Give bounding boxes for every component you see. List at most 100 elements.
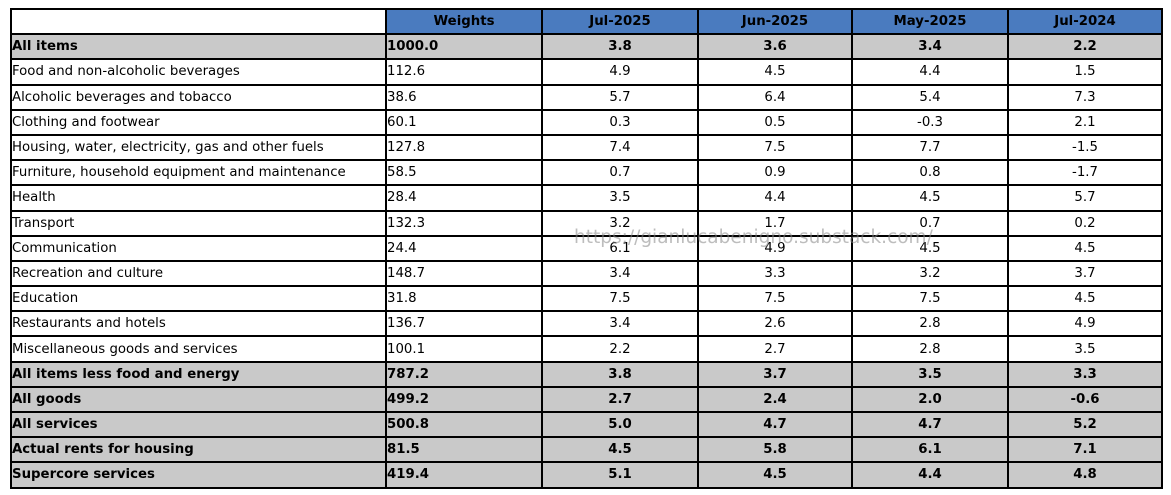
value-cell: 5.1 (541, 461, 699, 489)
table-row: Furniture, household equipment and maint… (10, 159, 1163, 187)
value-cell: 4.5 (697, 58, 853, 86)
row-label-cell: Communication (10, 234, 387, 262)
row-label-cell: Food and non-alcoholic beverages (10, 58, 387, 86)
column-header-jul-2025: Jul-2025 (541, 7, 699, 36)
value-cell: 4.5 (541, 436, 699, 464)
value-cell: 2.6 (697, 310, 853, 338)
value-cell: 7.5 (697, 133, 853, 162)
value-cell: 6.1 (851, 436, 1009, 464)
column-header-jul-2024: Jul-2024 (1007, 7, 1163, 36)
value-cell: 3.2 (541, 209, 699, 237)
value-cell: 3.7 (1007, 259, 1163, 288)
weight-cell: 419.4 (385, 461, 543, 489)
table-row: All goods 499.2 2.7 2.4 2.0 -0.6 (10, 385, 1163, 414)
column-header-weights: Weights (385, 7, 543, 36)
value-cell: 0.5 (697, 108, 853, 136)
weight-cell: 112.6 (385, 58, 543, 86)
value-cell: 7.5 (851, 285, 1009, 313)
weight-cell: 38.6 (385, 83, 543, 111)
value-cell: 4.5 (851, 234, 1009, 262)
value-cell: 7.5 (697, 285, 853, 313)
value-cell: 4.5 (697, 461, 853, 489)
value-cell: 1.5 (1007, 58, 1163, 86)
value-cell: 4.9 (541, 58, 699, 86)
column-header-may-2025: May-2025 (851, 7, 1009, 36)
row-label-cell: Actual rents for housing (10, 436, 387, 464)
table-row: Miscellaneous goods and services 100.1 2.2… (10, 335, 1163, 363)
value-cell: 3.8 (541, 360, 699, 388)
value-cell: 4.5 (851, 184, 1009, 212)
corner-blank-cell (10, 7, 387, 36)
value-cell: -0.3 (851, 108, 1009, 136)
value-cell: 2.7 (541, 385, 699, 414)
value-cell: 0.7 (541, 159, 699, 187)
weight-cell: 787.2 (385, 360, 543, 388)
table-row: Health 28.4 3.5 4.4 4.5 5.7 (10, 184, 1163, 212)
value-cell: 3.3 (697, 259, 853, 288)
value-cell: 0.2 (1007, 209, 1163, 237)
value-cell: 2.0 (851, 385, 1009, 414)
value-cell: 7.4 (541, 133, 699, 162)
table-row: Education 31.8 7.5 7.5 7.5 4.5 (10, 285, 1163, 313)
weight-cell: 127.8 (385, 133, 543, 162)
value-cell: 0.7 (851, 209, 1009, 237)
weight-cell: 136.7 (385, 310, 543, 338)
value-cell: 4.7 (697, 410, 853, 439)
row-label-cell: Supercore services (10, 461, 387, 489)
value-cell: 2.8 (851, 310, 1009, 338)
value-cell: 5.7 (1007, 184, 1163, 212)
table-row: All services 500.8 5.0 4.7 4.7 5.2 (10, 410, 1163, 439)
weight-cell: 58.5 (385, 159, 543, 187)
value-cell: 2.2 (1007, 33, 1163, 61)
weight-cell: 60.1 (385, 108, 543, 136)
value-cell: 4.4 (851, 461, 1009, 489)
value-cell: 5.2 (1007, 410, 1163, 439)
table-row: All items less food and energy 787.2 3.8 3.… (10, 360, 1163, 388)
value-cell: 4.8 (1007, 461, 1163, 489)
value-cell: 4.9 (697, 234, 853, 262)
value-cell: 2.7 (697, 335, 853, 363)
row-label-cell: Transport (10, 209, 387, 237)
row-label-cell: Alcoholic beverages and tobacco (10, 83, 387, 111)
value-cell: 3.4 (541, 310, 699, 338)
value-cell: 1.7 (697, 209, 853, 237)
table-row: Supercore services 419.4 5.1 4.5 4.4 4.8 (10, 461, 1163, 489)
value-cell: 0.9 (697, 159, 853, 187)
column-header-jun-2025: Jun-2025 (697, 7, 853, 36)
header-row: Weights Jul-2025 Jun-2025 May-2025 Jul-2… (10, 7, 1163, 36)
value-cell: 4.9 (1007, 310, 1163, 338)
value-cell: 3.5 (851, 360, 1009, 388)
value-cell: 3.7 (697, 360, 853, 388)
weight-cell: 81.5 (385, 436, 543, 464)
table-row: Communication 24.4 6.1 4.9 4.5 4.5 (10, 234, 1163, 262)
value-cell: 2.2 (541, 335, 699, 363)
weight-cell: 24.4 (385, 234, 543, 262)
row-label-cell: All items (10, 33, 387, 61)
weight-cell: 1000.0 (385, 33, 543, 61)
value-cell: 3.4 (541, 259, 699, 288)
value-cell: -1.5 (1007, 133, 1163, 162)
table-row: Recreation and culture 148.7 3.4 3.3 3.2 3.7 (10, 259, 1163, 288)
value-cell: 5.8 (697, 436, 853, 464)
row-label-cell: Housing, water, electricity, gas and oth… (10, 133, 387, 162)
row-label-cell: Restaurants and hotels (10, 310, 387, 338)
value-cell: 4.4 (851, 58, 1009, 86)
row-label-cell: All goods (10, 385, 387, 414)
value-cell: -0.6 (1007, 385, 1163, 414)
value-cell: 2.4 (697, 385, 853, 414)
table-row: Restaurants and hotels 136.7 3.4 2.6 2.8 4.9 (10, 310, 1163, 338)
row-label-cell: Recreation and culture (10, 259, 387, 288)
row-label-cell: Health (10, 184, 387, 212)
row-label-cell: All items less food and energy (10, 360, 387, 388)
value-cell: 3.2 (851, 259, 1009, 288)
value-cell: 7.5 (541, 285, 699, 313)
weight-cell: 500.8 (385, 410, 543, 439)
value-cell: 4.5 (1007, 234, 1163, 262)
weight-cell: 100.1 (385, 335, 543, 363)
weight-cell: 499.2 (385, 385, 543, 414)
row-label-cell: Miscellaneous goods and services (10, 335, 387, 363)
cpi-table: Weights Jul-2025 Jun-2025 May-2025 Jul-2… (10, 7, 1163, 489)
table-row: All items 1000.0 3.8 3.6 3.4 2.2 (10, 33, 1163, 61)
value-cell: 5.0 (541, 410, 699, 439)
value-cell: 3.3 (1007, 360, 1163, 388)
